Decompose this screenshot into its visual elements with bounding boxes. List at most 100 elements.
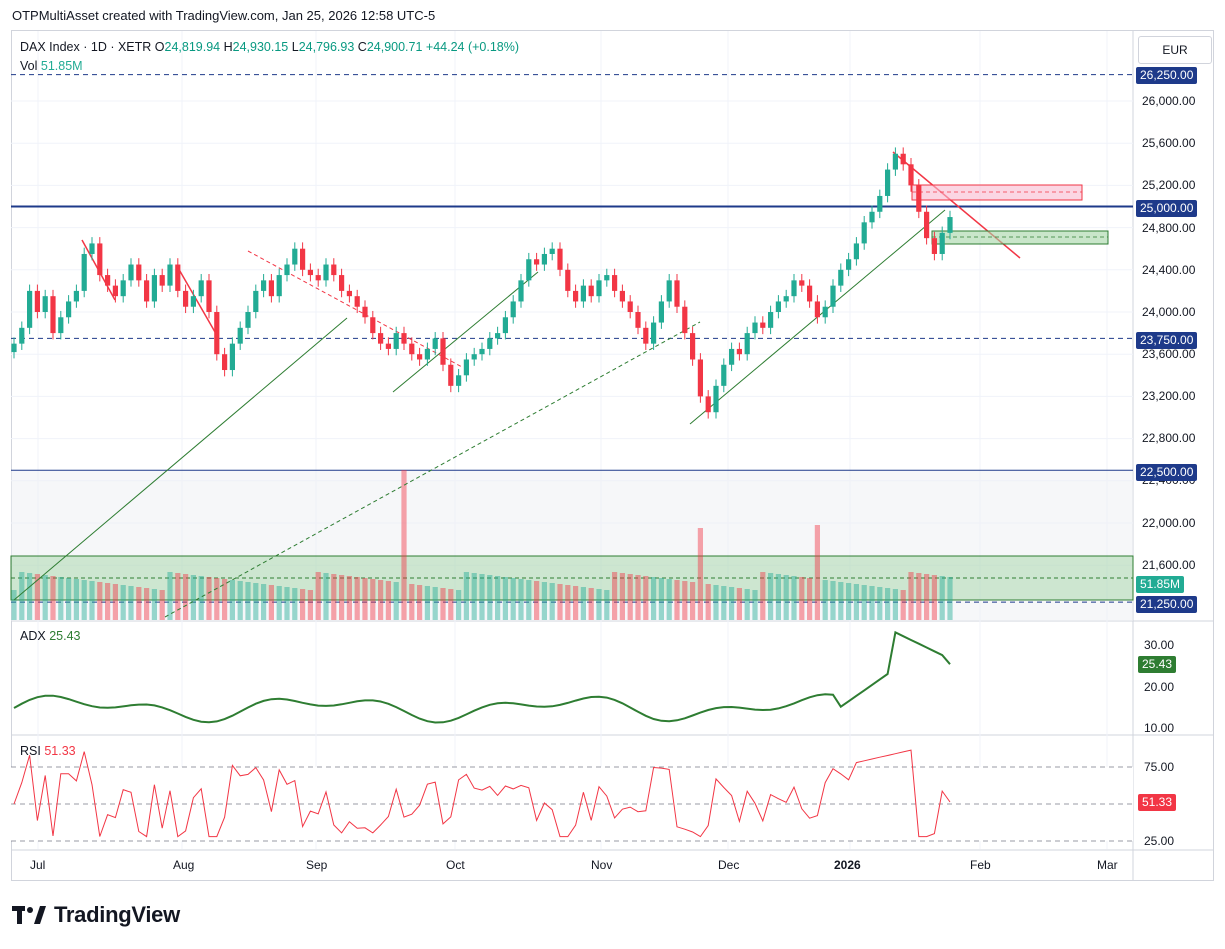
volume-bar <box>908 572 914 620</box>
time-tick: Oct <box>446 858 465 872</box>
volume-bar <box>635 575 641 620</box>
volume-bar <box>354 577 360 620</box>
trendline-support <box>13 317 348 601</box>
candle-body <box>105 275 111 286</box>
volume-bar <box>729 587 735 620</box>
volume-bar <box>651 577 657 620</box>
price-tick: 24,000.00 <box>1142 305 1196 319</box>
adx-legend[interactable]: ADX 25.43 <box>20 629 80 643</box>
volume-bar <box>526 580 532 620</box>
volume-bar <box>721 586 727 620</box>
adx-value: 25.43 <box>49 629 81 643</box>
candle-body <box>284 264 290 276</box>
supply-demand-zones[interactable] <box>911 184 1109 245</box>
currency-selector[interactable]: EUR <box>1138 36 1212 64</box>
volume-bar <box>378 580 384 620</box>
candle-body <box>931 238 937 254</box>
candle-body <box>159 275 165 286</box>
volume-bar <box>268 585 274 620</box>
volume-bar <box>627 574 633 620</box>
volume-bar <box>534 581 540 620</box>
volume-bar <box>541 582 547 620</box>
volume-bar <box>822 580 828 620</box>
candle-body <box>432 338 438 349</box>
high-label: H <box>223 40 233 54</box>
time-tick: Dec <box>718 858 740 872</box>
volume-bar <box>463 572 469 620</box>
candle-body <box>549 248 555 254</box>
volume-bar <box>315 572 321 620</box>
volume-bar <box>588 588 594 620</box>
volume-bars <box>11 470 953 620</box>
volume-bar <box>885 588 891 620</box>
volume-bar <box>658 578 664 620</box>
volume-bar <box>245 582 251 620</box>
volume-bar <box>409 584 415 620</box>
lower-shade <box>11 470 1133 621</box>
volume-bar <box>487 575 493 620</box>
level-badge-26250: 26,250.00 <box>1136 67 1198 84</box>
candle-body <box>128 264 134 281</box>
candle-body <box>190 296 196 307</box>
volume-bar <box>284 587 290 620</box>
candle-body <box>760 322 766 328</box>
volume-bar <box>206 577 212 620</box>
candle-body <box>565 269 571 291</box>
volume-bar <box>370 579 376 620</box>
candles <box>11 147 953 419</box>
level-lines <box>11 74 1133 603</box>
candle-body <box>385 343 391 349</box>
volume-bar <box>791 576 797 620</box>
rsi-badge: 51.33 <box>1138 794 1177 811</box>
open-label: O <box>154 40 165 54</box>
candle-body <box>573 290 579 302</box>
rsi-tick: 75.00 <box>1144 760 1175 774</box>
volume-badge: 51.85M <box>1136 576 1185 593</box>
candle-body <box>783 296 789 302</box>
candle-body <box>939 232 945 254</box>
candle-body <box>580 285 586 302</box>
candle-body <box>900 153 906 165</box>
candle-body <box>892 153 898 170</box>
chart-frame[interactable] <box>11 30 1214 881</box>
volume-bar <box>565 585 571 620</box>
volume-bar <box>853 584 859 620</box>
tradingview-logo[interactable]: TradingView <box>12 902 180 928</box>
volume-bar <box>869 586 875 620</box>
symbol-legend[interactable]: DAX Index · 1D · XETR O24,819.94 H24,930… <box>20 40 519 54</box>
volume-bar <box>105 583 111 620</box>
price-tick: 22,800.00 <box>1142 431 1196 445</box>
candle-body <box>736 348 742 355</box>
volume-bar <box>931 575 937 620</box>
volume-bar <box>401 470 407 620</box>
volume-bar <box>385 581 391 620</box>
volume-value: 51.85M <box>40 59 83 73</box>
candle-body <box>323 264 329 281</box>
rsi-pane <box>11 749 1133 842</box>
candle-body <box>175 264 181 291</box>
candle-body <box>526 259 532 281</box>
volume-bar <box>775 574 781 620</box>
volume-bar <box>495 576 501 620</box>
rsi-legend[interactable]: RSI 51.33 <box>20 744 76 758</box>
volume-bar <box>674 580 680 620</box>
volume-legend[interactable]: Vol 51.85M <box>20 59 83 73</box>
candle-body <box>744 333 750 355</box>
price-tick: 23,200.00 <box>1142 389 1196 403</box>
volume-bar <box>144 588 150 620</box>
volume-bar <box>697 528 703 620</box>
volume-bar <box>612 572 618 620</box>
candle-body <box>838 269 844 286</box>
volume-bar <box>237 581 243 620</box>
time-tick: 2026 <box>834 858 861 872</box>
rsi-label: RSI <box>20 744 41 758</box>
volume-bar <box>580 587 586 620</box>
trendline-channel <box>392 271 539 393</box>
volume-bar <box>736 588 742 620</box>
volume-bar <box>471 573 477 620</box>
price-tick: 24,800.00 <box>1142 221 1196 235</box>
volume-bar <box>783 575 789 620</box>
volume-bar <box>417 585 423 620</box>
volume-bar <box>830 581 836 620</box>
